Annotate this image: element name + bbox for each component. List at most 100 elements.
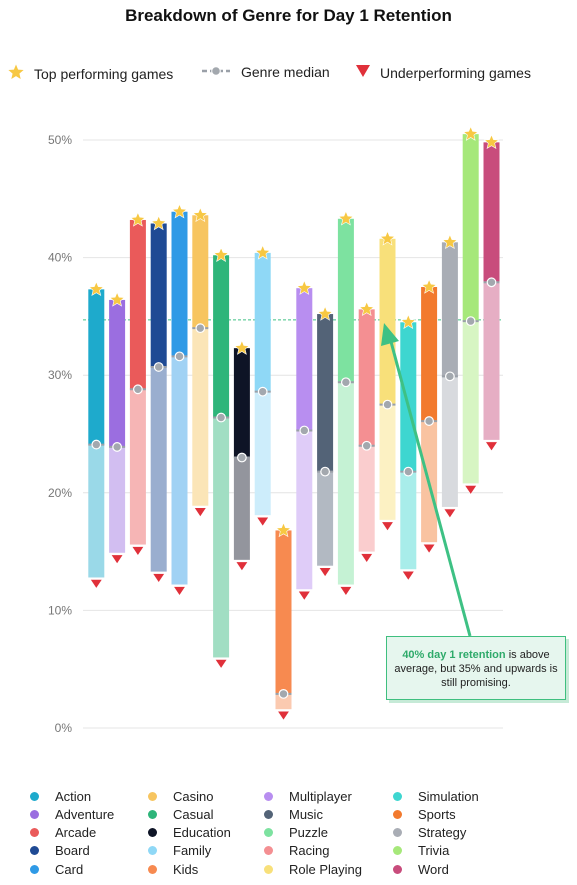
genre-legend-label: Arcade: [55, 825, 97, 841]
bar-upper-puzzle: [337, 218, 354, 383]
legend-median-label: Genre median: [241, 64, 330, 80]
genre-legend-label: Multiplayer: [289, 788, 352, 804]
legend-top-performing: Top performing games: [8, 64, 173, 83]
genre-legend-label: Strategy: [418, 825, 467, 841]
top-performing-star-icon: [109, 291, 125, 307]
underperforming-triangle-icon: [339, 586, 353, 597]
color-dot-icon: [30, 846, 39, 856]
median-point: [424, 416, 435, 426]
top-performing-star-icon: [234, 339, 250, 355]
bar-lower-strategy: [441, 376, 458, 507]
top-performing-star-icon: [213, 246, 229, 262]
top-performing-star-icon: [462, 125, 479, 141]
top-performing-star-icon: [192, 206, 209, 222]
bar-upper-simulation: [400, 322, 417, 472]
genre-legend-item: Casino: [148, 787, 213, 805]
underperforming-triangle-icon: [401, 570, 415, 581]
genre-legend-item: Adventure: [30, 805, 114, 823]
genre-legend-label: Board: [55, 843, 90, 859]
underperforming-triangle-icon: [422, 543, 436, 554]
median-point: [153, 362, 164, 372]
underperforming-triangle-icon: [235, 561, 249, 572]
y-tick-label: 20%: [48, 486, 72, 500]
annotation-highlight: 40% day 1 retention: [402, 649, 506, 661]
top-performing-star-icon: [317, 305, 333, 321]
underperforming-triangle-icon: [380, 521, 395, 532]
color-dot-icon: [264, 828, 273, 838]
genre-legend-item: Puzzle: [264, 824, 328, 842]
bar-lower-casual: [213, 417, 230, 658]
genre-legend-item: Word: [393, 860, 449, 878]
color-dot-icon: [30, 828, 39, 838]
genre-legend-item: Racing: [264, 842, 329, 860]
genre-legend-item: Casual: [148, 805, 213, 823]
median-point: [278, 688, 289, 699]
bar-upper-strategy: [441, 242, 458, 377]
underperforming-triangle-icon: [484, 441, 499, 452]
top-performing-star-icon: [379, 230, 396, 246]
underperforming-triangle-icon: [297, 590, 311, 601]
underperforming-triangle-icon: [443, 508, 457, 519]
bar-upper-education: [233, 348, 250, 458]
bar-lower-action: [88, 444, 105, 578]
median-point: [112, 442, 122, 452]
median-point: [320, 466, 331, 477]
color-dot-icon: [264, 864, 273, 874]
bar-upper-casual: [213, 255, 230, 418]
median-point: [174, 351, 185, 362]
top-performing-star-icon: [358, 301, 375, 317]
bar-upper-role-playing: [379, 238, 396, 405]
median-point: [445, 371, 455, 382]
y-tick-label: 0%: [55, 721, 73, 735]
bar-upper-adventure: [109, 299, 126, 447]
genre-legend-label: Action: [55, 788, 92, 804]
bar-upper-trivia: [462, 134, 479, 322]
genre-legend-label: Trivia: [418, 843, 450, 859]
underperforming-triangle-icon: [89, 579, 103, 590]
down-triangle-icon: [356, 64, 370, 81]
median-point: [236, 452, 247, 463]
genre-legend-label: Word: [418, 861, 449, 877]
genre-legend-item: Strategy: [393, 824, 466, 842]
bar-upper-card: [171, 211, 188, 357]
color-dot-icon: [148, 864, 157, 874]
bar-upper-music: [317, 314, 334, 472]
annotation-text: is above average, but 35% and upwards is…: [394, 649, 558, 689]
genre-legend-item: Simulation: [393, 787, 479, 805]
median-point: [257, 386, 268, 397]
genre-legend-item: Trivia: [393, 842, 449, 860]
underperforming-triangle-icon: [152, 573, 166, 584]
genre-legend-item: Music: [264, 805, 323, 823]
color-dot-icon: [148, 791, 157, 801]
legend-underperforming: Underperforming games: [356, 64, 531, 81]
genre-legend-item: Card: [30, 860, 83, 878]
bar-upper-sports: [421, 287, 438, 422]
star-icon: [8, 64, 24, 83]
bar-lower-simulation: [400, 471, 417, 570]
color-dot-icon: [264, 846, 273, 856]
bar-lower-music: [317, 471, 334, 566]
genre-legend-label: Family: [173, 843, 212, 859]
top-performing-star-icon: [275, 522, 292, 538]
y-tick-label: 50%: [48, 133, 72, 147]
median-point: [216, 412, 227, 423]
bar-lower-word: [483, 282, 500, 440]
bar-lower-puzzle: [337, 382, 354, 585]
top-performing-star-icon: [130, 211, 146, 227]
top-performing-star-icon: [421, 278, 437, 294]
genre-legend-item: Arcade: [30, 824, 96, 842]
genre-legend-label: Casual: [173, 806, 214, 822]
genre-legend-label: Simulation: [418, 788, 479, 804]
underperforming-triangle-icon: [110, 554, 124, 565]
y-tick-label: 40%: [48, 251, 72, 265]
genre-legend-item: Family: [148, 842, 211, 860]
annotation-callout: 40% day 1 retention is above average, bu…: [386, 636, 566, 700]
top-performing-star-icon: [338, 210, 354, 226]
genre-legend-label: Adventure: [55, 806, 115, 822]
bar-lower-kids: [275, 693, 292, 710]
top-performing-star-icon: [171, 203, 188, 219]
underperforming-triangle-icon: [464, 485, 478, 495]
annotation-arrow-line: [388, 337, 472, 637]
underperforming-triangle-icon: [193, 507, 207, 518]
